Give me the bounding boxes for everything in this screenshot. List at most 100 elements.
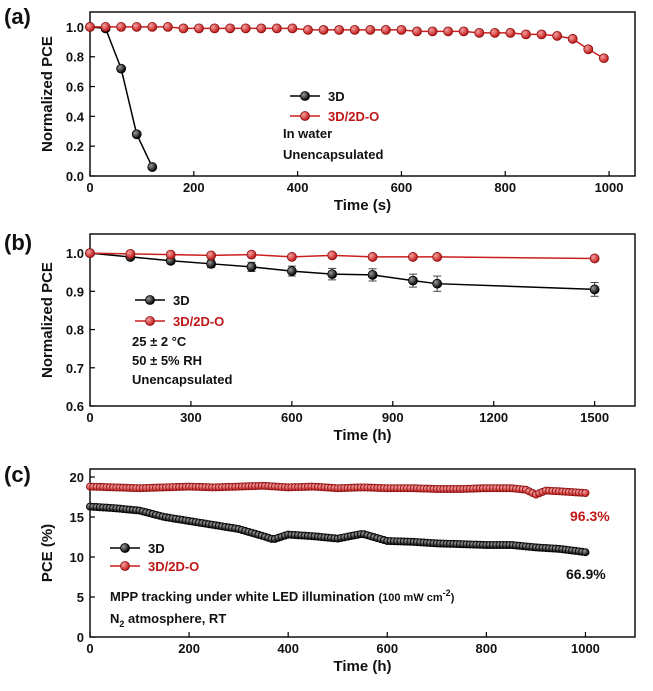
y-axis-label: PCE (%) bbox=[39, 524, 56, 582]
annotation-text: 25 ± 2 °C bbox=[132, 334, 187, 349]
annotation-text: N2 atmosphere, RT bbox=[110, 611, 226, 629]
y-tick-label: 0.8 bbox=[66, 50, 84, 65]
data-point bbox=[125, 248, 136, 259]
end-label-3d-2d-o: 96.3% bbox=[570, 508, 610, 524]
annotation-text: 50 ± 5% RH bbox=[132, 353, 202, 368]
annotation-superscript: -2 bbox=[443, 588, 451, 598]
y-tick-label: 1.0 bbox=[66, 20, 84, 35]
x-tick-label: 600 bbox=[281, 410, 303, 425]
y-tick-label: 0.6 bbox=[66, 80, 84, 95]
x-tick-label: 400 bbox=[277, 641, 299, 656]
end-label-3d: 66.9% bbox=[566, 566, 606, 582]
annotation-text: In water bbox=[283, 126, 332, 141]
data-point bbox=[521, 29, 531, 40]
legend-label: 3D bbox=[148, 541, 165, 556]
data-point bbox=[474, 27, 485, 38]
data-point bbox=[583, 44, 594, 55]
annotations: 25 ± 2 °C 50 ± 5% RH Unencapsulated bbox=[132, 334, 232, 387]
data-point bbox=[567, 33, 578, 44]
legend-marker bbox=[120, 561, 130, 571]
series-3d bbox=[85, 248, 600, 297]
legend-label: 3D/2D-O bbox=[148, 559, 199, 574]
data-point bbox=[206, 250, 217, 261]
data-point bbox=[396, 24, 407, 35]
data-point bbox=[147, 162, 158, 172]
panel-label: (a) bbox=[4, 4, 31, 29]
series-line bbox=[90, 26, 605, 59]
data-point bbox=[367, 269, 378, 280]
legend-label: 3D bbox=[173, 293, 190, 308]
y-tick-label: 1.0 bbox=[66, 246, 84, 261]
annotation-main: atmosphere, RT bbox=[124, 611, 226, 626]
x-tick-label: 1000 bbox=[595, 180, 624, 195]
data-point bbox=[85, 248, 95, 259]
data-point bbox=[327, 269, 338, 280]
y-tick-label: 0.7 bbox=[66, 361, 84, 376]
legend: 3D 3D/2D-O bbox=[290, 89, 379, 124]
data-point bbox=[165, 249, 176, 260]
data-point bbox=[225, 23, 236, 34]
plot-frame bbox=[89, 468, 636, 638]
legend: 3D 3D/2D-O bbox=[110, 541, 199, 574]
data-point bbox=[443, 26, 454, 37]
y-tick-label: 0 bbox=[77, 630, 84, 645]
data-point bbox=[427, 26, 438, 37]
annotation-text: Unencapsulated bbox=[283, 147, 383, 162]
annotation-subscript: 2 bbox=[119, 619, 124, 629]
legend-marker bbox=[300, 91, 310, 101]
x-tick-label: 300 bbox=[180, 410, 202, 425]
x-tick-label: 0 bbox=[86, 180, 93, 195]
x-tick-label: 1200 bbox=[479, 410, 508, 425]
data-point bbox=[178, 23, 189, 34]
data-point bbox=[412, 26, 422, 37]
data-point bbox=[367, 252, 378, 262]
panel-a-stability-in-water: (a) 0 200 400 600 800 1000 0.0 0.2 0.4 0.6 0.8 1.0 Ti… bbox=[4, 4, 636, 214]
annotation-unit: (100 mW cm bbox=[378, 592, 442, 604]
x-tick-label: 800 bbox=[494, 180, 516, 195]
annotations: MPP tracking under white LED illuminatio… bbox=[110, 588, 455, 629]
x-axis-label: Time (h) bbox=[333, 427, 391, 444]
y-axis-label: Normalized PCE bbox=[39, 36, 56, 152]
annotation-main: MPP tracking under white LED illuminatio… bbox=[110, 589, 378, 604]
x-tick-label: 0 bbox=[86, 641, 93, 656]
legend-marker bbox=[145, 295, 155, 305]
data-point bbox=[408, 252, 418, 262]
plot-frame bbox=[89, 11, 636, 177]
y-tick-label: 15 bbox=[70, 510, 84, 525]
data-point bbox=[589, 253, 600, 264]
data-point bbox=[505, 27, 516, 38]
y-tick-label: 0.0 bbox=[66, 169, 84, 184]
data-point bbox=[209, 23, 220, 34]
y-tick-label: 0.8 bbox=[66, 323, 84, 338]
x-tick-label: 1500 bbox=[580, 410, 609, 425]
data-point bbox=[85, 22, 95, 32]
x-tick-label: 600 bbox=[376, 641, 398, 656]
data-point bbox=[162, 22, 173, 32]
data-point bbox=[552, 30, 563, 41]
x-tick-label: 800 bbox=[476, 641, 498, 656]
x-tick-label: 900 bbox=[382, 410, 404, 425]
data-point bbox=[408, 275, 418, 286]
x-tick-label: 400 bbox=[287, 180, 309, 195]
data-point bbox=[194, 23, 204, 34]
plot-frame bbox=[89, 233, 636, 407]
data-point bbox=[147, 22, 158, 32]
data-point bbox=[334, 24, 345, 35]
y-tick-label: 0.6 bbox=[66, 399, 84, 414]
series-line bbox=[89, 252, 595, 260]
data-point bbox=[131, 129, 142, 140]
annotation-unit: ) bbox=[451, 592, 455, 604]
data-point bbox=[458, 26, 469, 37]
data-point bbox=[131, 22, 142, 32]
series-3d-2d-o bbox=[85, 248, 600, 264]
annotations: In water Unencapsulated bbox=[283, 126, 383, 162]
legend-marker bbox=[300, 111, 310, 121]
data-point bbox=[256, 23, 267, 34]
data-point bbox=[240, 23, 251, 34]
data-point bbox=[327, 250, 338, 261]
y-tick-label: 0.4 bbox=[66, 109, 85, 124]
x-tick-label: 600 bbox=[391, 180, 413, 195]
data-point bbox=[318, 24, 329, 35]
data-point bbox=[589, 284, 600, 295]
